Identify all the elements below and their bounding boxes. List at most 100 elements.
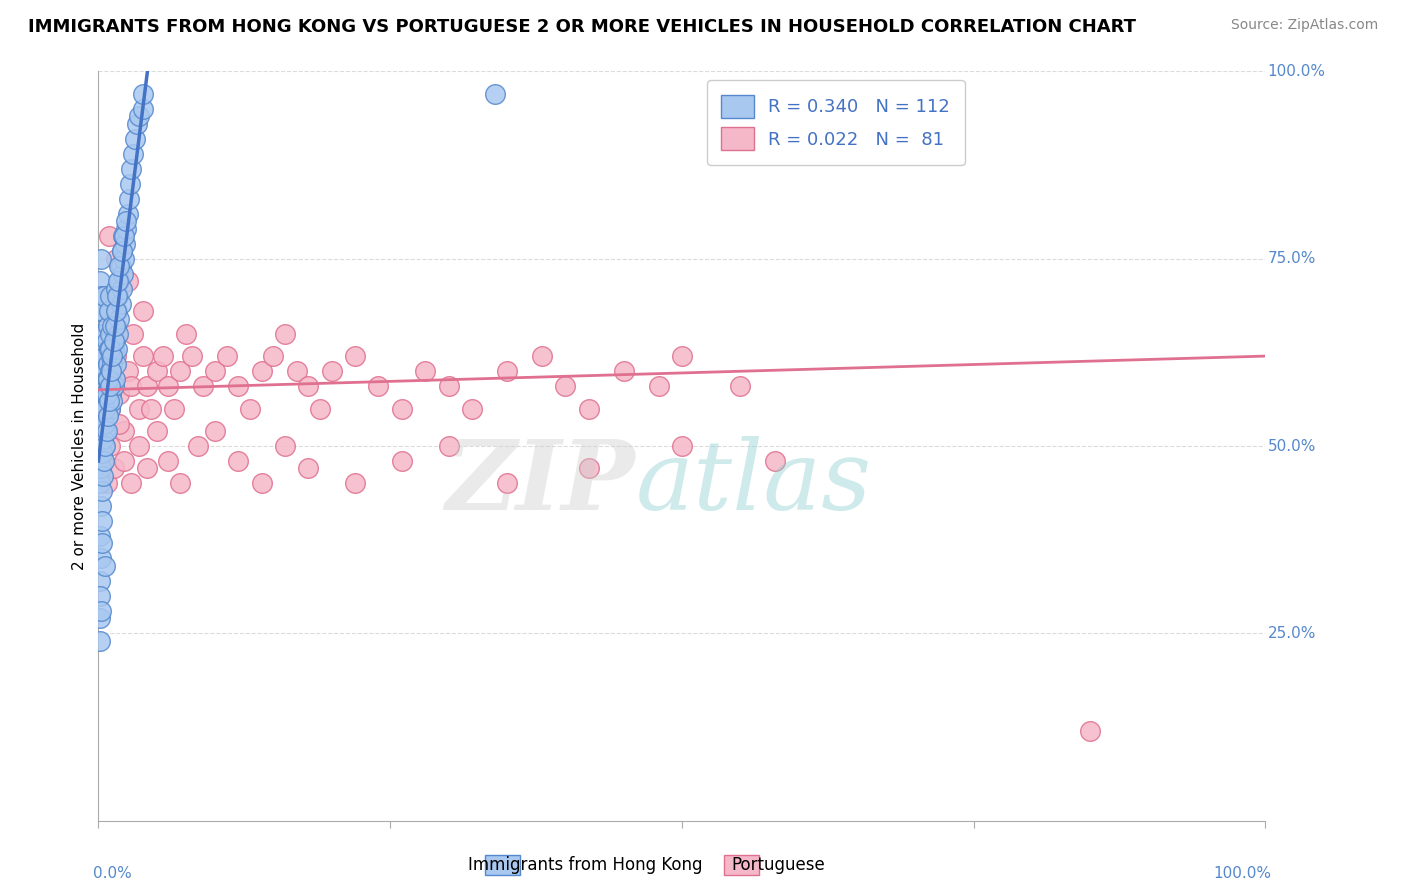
Point xyxy=(90,289,112,303)
Point xyxy=(193,379,215,393)
Point xyxy=(91,364,114,378)
Point xyxy=(97,371,120,385)
Point xyxy=(437,379,460,393)
Point xyxy=(89,574,111,588)
Point xyxy=(101,357,124,371)
Point xyxy=(104,371,127,385)
Point xyxy=(112,229,135,244)
Point xyxy=(157,379,180,393)
Point xyxy=(115,214,138,228)
Point xyxy=(91,401,114,416)
Point xyxy=(118,192,141,206)
Point xyxy=(91,326,114,341)
Point xyxy=(169,476,191,491)
Point xyxy=(169,364,191,378)
Point xyxy=(309,401,332,416)
Point xyxy=(122,146,145,161)
Text: 50.0%: 50.0% xyxy=(1268,439,1316,453)
Text: 100.0%: 100.0% xyxy=(1268,64,1326,78)
Point xyxy=(111,244,134,259)
Point xyxy=(112,454,135,468)
Point xyxy=(108,311,131,326)
Point xyxy=(413,364,436,378)
Point xyxy=(93,364,115,378)
Point xyxy=(730,379,752,393)
Point xyxy=(128,109,150,123)
Point xyxy=(89,633,111,648)
Point xyxy=(98,439,121,453)
Point xyxy=(496,476,519,491)
Point xyxy=(132,102,155,116)
Point xyxy=(111,244,134,259)
FancyBboxPatch shape xyxy=(724,855,759,875)
Point xyxy=(104,334,127,348)
Point xyxy=(94,424,117,438)
Point xyxy=(96,371,118,385)
Point xyxy=(90,326,112,341)
Point xyxy=(96,289,118,303)
Point xyxy=(98,326,121,341)
Point xyxy=(163,401,186,416)
Point xyxy=(146,424,169,438)
Point xyxy=(146,364,169,378)
Point xyxy=(101,349,124,363)
Point xyxy=(763,454,786,468)
Point xyxy=(112,252,135,266)
Point xyxy=(97,364,120,378)
Point xyxy=(1080,723,1102,738)
Point xyxy=(89,349,111,363)
Point xyxy=(132,349,155,363)
Point xyxy=(98,342,121,356)
Point xyxy=(228,454,250,468)
Point xyxy=(180,349,202,363)
Point xyxy=(89,274,111,288)
Point xyxy=(104,357,127,371)
Point xyxy=(297,461,319,475)
Point xyxy=(90,454,112,468)
Point xyxy=(97,319,120,334)
Point xyxy=(94,439,117,453)
Point xyxy=(103,461,125,475)
Point xyxy=(250,476,273,491)
Point xyxy=(90,461,112,475)
Point xyxy=(101,304,124,318)
Point xyxy=(94,326,117,341)
Point xyxy=(94,386,117,401)
Point xyxy=(103,342,125,356)
Text: Immigrants from Hong Kong: Immigrants from Hong Kong xyxy=(468,856,703,874)
FancyBboxPatch shape xyxy=(485,855,520,875)
Point xyxy=(437,439,460,453)
Point xyxy=(110,296,132,310)
Point xyxy=(461,401,484,416)
Point xyxy=(239,401,262,416)
Point xyxy=(90,342,112,356)
Point xyxy=(94,401,117,416)
Point xyxy=(103,379,125,393)
Point xyxy=(554,379,576,393)
Point xyxy=(104,304,127,318)
Point xyxy=(96,409,118,423)
Point xyxy=(204,364,226,378)
Point xyxy=(97,304,120,318)
Text: IMMIGRANTS FROM HONG KONG VS PORTUGUESE 2 OR MORE VEHICLES IN HOUSEHOLD CORRELAT: IMMIGRANTS FROM HONG KONG VS PORTUGUESE … xyxy=(28,18,1136,36)
Text: 100.0%: 100.0% xyxy=(1213,865,1271,880)
Point xyxy=(101,394,124,409)
Point xyxy=(97,357,120,371)
Point xyxy=(530,349,553,363)
Point xyxy=(97,394,120,409)
Point xyxy=(89,304,111,318)
Point xyxy=(100,386,122,401)
Point xyxy=(94,558,117,573)
Point xyxy=(105,342,128,356)
Point xyxy=(91,469,114,483)
Point xyxy=(90,551,112,566)
Point xyxy=(104,319,127,334)
Point xyxy=(98,289,121,303)
Point xyxy=(114,236,136,251)
Point xyxy=(93,424,115,438)
Point xyxy=(117,364,139,378)
Text: 75.0%: 75.0% xyxy=(1268,252,1316,266)
Point xyxy=(132,87,155,101)
Point xyxy=(136,379,159,393)
Point xyxy=(128,401,150,416)
